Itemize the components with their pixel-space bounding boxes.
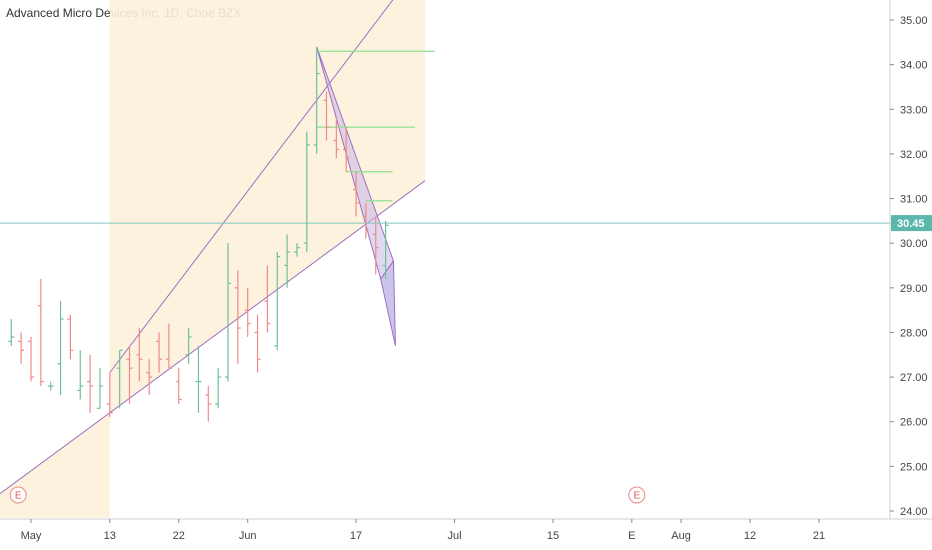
ohlc-bar [165,323,172,369]
ohlc-bar [126,345,133,404]
channel-fill [0,0,425,518]
ohlc-bar [343,127,350,172]
flag-projection [380,259,396,346]
ohlc-bar [116,349,123,409]
ohlc-bar [37,278,44,387]
x-tick-label: 15 [547,530,559,542]
ohlc-bar [264,265,271,333]
ohlc-bar [215,368,222,409]
ohlc-bar [175,368,182,404]
earnings-label: E [633,491,640,502]
channel-upper-line [109,0,394,373]
y-tick-label: 30.00 [900,238,928,250]
y-tick-label: 28.00 [900,327,928,339]
ohlc-bar [244,287,251,337]
ohlc-bar [205,386,212,422]
ohlc-bar [254,314,261,373]
ohlc-bar [28,336,34,382]
ohlc-bar [362,203,369,239]
x-tick-label: E [628,530,635,542]
ohlc-bar [47,381,54,391]
channel-lower-line [0,180,426,495]
last-price-tag [891,215,932,232]
y-tick-label: 32.00 [900,149,928,161]
ohlc-bar [274,252,281,351]
x-tick-label: May [21,530,42,542]
ohlc-bar [67,314,74,360]
ohlc-bar [303,131,310,253]
ohlc-bar [87,354,94,413]
y-tick-label: 35.00 [900,15,928,27]
ohlc-bar [185,327,192,364]
ohlc-bar [333,118,340,159]
ohlc-bar [372,216,379,275]
ohlc-bar [313,46,320,154]
ohlc-bar [382,220,389,279]
ohlc-bar [77,350,84,400]
y-tick-label: 27.00 [900,372,928,384]
y-tick-label: 26.00 [900,417,928,429]
earnings-icon [9,486,27,504]
ohlc-bar [225,243,231,382]
x-tick-label: Aug [671,530,691,542]
ohlc-bar [234,269,241,364]
last-price-label: 30.45 [897,218,925,230]
ohlc-bar [8,319,15,346]
y-tick-label: 29.00 [900,283,928,295]
x-tick-label: 13 [104,530,116,542]
ohlc-bar [284,234,291,288]
ohlc-bar [136,327,143,382]
x-tick-label: 12 [744,530,756,542]
y-tick-label: 34.00 [900,60,928,72]
ohlc-bar [96,368,103,409]
x-tick-label: 22 [173,530,185,542]
y-tick-label: 33.00 [900,104,928,116]
ohlc-bar [353,171,360,217]
ohlc-bar [106,372,113,418]
earnings-label: E [15,491,22,502]
x-tick-label: Jul [448,530,462,542]
ohlc-bar [146,359,153,395]
ohlc-bar [195,345,202,413]
y-tick-label: 24.00 [900,506,928,518]
ohlc-bar [323,91,330,141]
x-tick-label: 17 [350,530,362,542]
earnings-icon [628,486,646,504]
ohlc-bar [18,332,25,364]
x-tick-label: 21 [813,530,825,542]
y-tick-label: 31.00 [900,194,928,206]
ohlc-bar [293,243,300,257]
ohlc-bar [57,301,64,395]
y-tick-label: 25.00 [900,461,928,473]
ohlc-bar [156,332,163,373]
x-tick-label: Jun [239,530,257,542]
